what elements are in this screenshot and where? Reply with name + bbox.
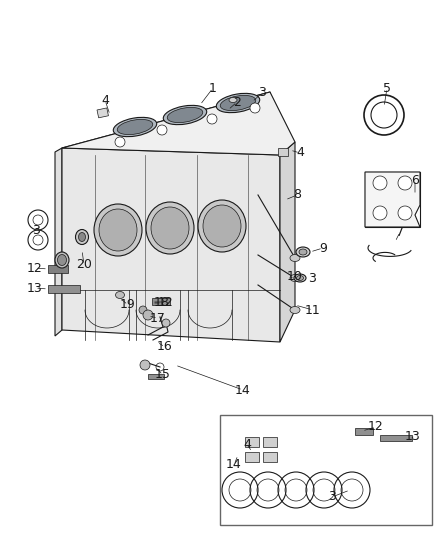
Ellipse shape xyxy=(151,207,189,249)
Text: 12: 12 xyxy=(368,421,384,433)
Text: 18: 18 xyxy=(154,296,170,310)
Bar xyxy=(97,108,109,118)
Text: 3: 3 xyxy=(328,490,336,504)
Ellipse shape xyxy=(117,119,153,134)
Circle shape xyxy=(157,125,167,135)
Circle shape xyxy=(140,360,150,370)
Text: 16: 16 xyxy=(157,341,173,353)
Text: 13: 13 xyxy=(405,431,421,443)
Text: 12: 12 xyxy=(27,262,43,274)
Ellipse shape xyxy=(229,98,237,102)
Polygon shape xyxy=(55,148,62,336)
Ellipse shape xyxy=(55,252,69,268)
Ellipse shape xyxy=(146,202,194,254)
Text: 20: 20 xyxy=(76,259,92,271)
Ellipse shape xyxy=(290,274,300,281)
Ellipse shape xyxy=(163,106,207,125)
Polygon shape xyxy=(62,92,295,155)
Polygon shape xyxy=(280,142,295,342)
Bar xyxy=(220,415,432,525)
Circle shape xyxy=(139,306,147,314)
Ellipse shape xyxy=(94,204,142,256)
Ellipse shape xyxy=(116,292,124,298)
Circle shape xyxy=(115,137,125,147)
Text: 10: 10 xyxy=(287,271,303,284)
Ellipse shape xyxy=(203,205,241,247)
Ellipse shape xyxy=(290,306,300,313)
Ellipse shape xyxy=(216,93,260,112)
Circle shape xyxy=(162,319,170,327)
Text: 3: 3 xyxy=(308,271,316,285)
Text: 7: 7 xyxy=(396,225,404,238)
Text: 4: 4 xyxy=(243,438,251,450)
Text: 19: 19 xyxy=(120,298,136,311)
Polygon shape xyxy=(365,172,420,227)
Ellipse shape xyxy=(78,232,85,241)
Bar xyxy=(245,437,259,447)
Text: 15: 15 xyxy=(155,368,171,382)
Circle shape xyxy=(143,310,153,320)
Polygon shape xyxy=(62,92,284,212)
Ellipse shape xyxy=(292,256,298,260)
Text: 13: 13 xyxy=(27,281,43,295)
Bar xyxy=(380,435,412,441)
Text: 1: 1 xyxy=(209,82,217,94)
Text: 4: 4 xyxy=(296,147,304,159)
Polygon shape xyxy=(62,148,280,342)
Ellipse shape xyxy=(292,308,298,312)
Text: 14: 14 xyxy=(235,384,251,397)
Text: 4: 4 xyxy=(101,93,109,107)
Bar xyxy=(48,265,68,273)
Text: 5: 5 xyxy=(383,82,391,94)
Ellipse shape xyxy=(167,108,203,123)
Circle shape xyxy=(398,206,412,220)
Bar xyxy=(263,437,277,447)
Ellipse shape xyxy=(292,276,298,280)
Text: 2: 2 xyxy=(233,95,241,109)
Text: 6: 6 xyxy=(411,174,419,187)
Ellipse shape xyxy=(220,95,256,110)
Bar xyxy=(278,148,288,156)
Bar xyxy=(263,452,277,462)
Ellipse shape xyxy=(296,247,310,257)
Text: 3: 3 xyxy=(32,223,40,237)
Bar xyxy=(355,428,373,435)
Circle shape xyxy=(373,206,387,220)
Ellipse shape xyxy=(99,209,137,251)
Text: 8: 8 xyxy=(293,189,301,201)
Ellipse shape xyxy=(290,254,300,262)
Bar xyxy=(152,298,170,305)
Ellipse shape xyxy=(294,274,306,282)
Circle shape xyxy=(207,114,217,124)
Text: 17: 17 xyxy=(150,311,166,325)
Ellipse shape xyxy=(57,254,67,265)
Ellipse shape xyxy=(299,249,307,255)
Text: 9: 9 xyxy=(319,241,327,254)
Ellipse shape xyxy=(297,276,304,280)
Circle shape xyxy=(250,103,260,113)
Bar xyxy=(365,172,420,227)
Ellipse shape xyxy=(198,200,246,252)
Bar xyxy=(148,374,164,379)
Circle shape xyxy=(398,176,412,190)
Text: 3: 3 xyxy=(258,86,266,100)
Circle shape xyxy=(373,176,387,190)
Ellipse shape xyxy=(75,230,88,245)
Text: 12: 12 xyxy=(158,295,174,309)
Text: 14: 14 xyxy=(226,458,242,472)
Bar xyxy=(245,452,259,462)
Ellipse shape xyxy=(113,117,157,136)
Bar xyxy=(48,285,80,293)
Text: 11: 11 xyxy=(305,303,321,317)
